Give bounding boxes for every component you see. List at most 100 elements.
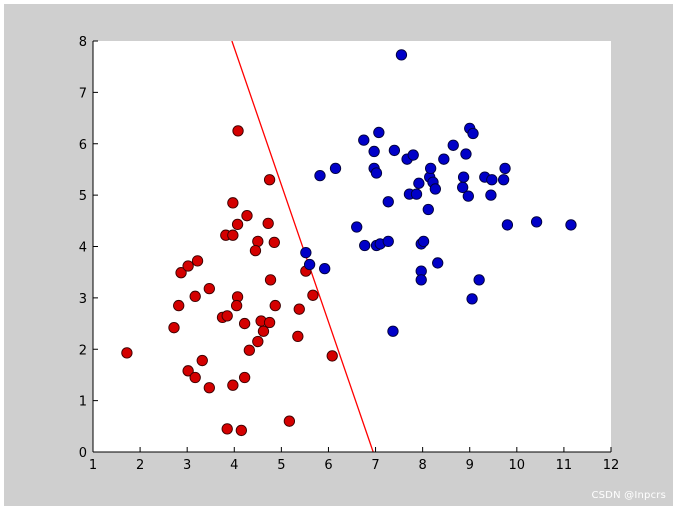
x-tick-label: 12 [603,458,620,473]
data-point [457,171,470,183]
data-point [473,274,485,286]
data-point [249,244,262,257]
x-tick-label: 6 [324,458,332,473]
data-point [460,148,472,160]
data-point [191,255,204,267]
data-point [238,317,251,330]
data-point [203,282,215,295]
y-tick-label: 5 [79,189,87,204]
data-point [565,219,577,231]
y-tick-label: 2 [79,343,87,358]
data-point [410,188,423,200]
data-point [395,49,408,61]
y-tick-label: 4 [79,241,87,256]
x-tick-label: 11 [556,458,573,473]
data-point [485,189,497,201]
y-tick-label: 3 [79,292,87,307]
data-point [413,177,425,189]
x-tick-label: 8 [418,458,426,473]
data-point [232,125,244,137]
data-point [358,134,370,146]
data-point [269,299,281,312]
data-point [238,371,251,384]
y-tick-label: 0 [79,446,87,461]
data-point [314,169,326,182]
data-point [196,354,208,367]
data-point [173,299,185,312]
y-tick-label: 7 [79,86,87,101]
x-tick-label: 10 [509,458,526,473]
x-tick-label: 2 [136,458,144,473]
data-point [241,210,253,222]
data-point [182,365,194,377]
x-tick-label: 1 [89,458,97,473]
data-point [382,235,394,248]
data-point [424,162,437,175]
data-point [243,344,255,356]
data-point [466,293,478,305]
data-point [292,330,304,343]
data-point [168,322,180,334]
data-point [388,144,401,157]
data-point [175,267,187,279]
data-point [257,325,270,337]
x-tick-label: 7 [371,458,379,473]
data-point [497,174,510,186]
data-point [189,290,201,302]
data-point [227,197,239,209]
data-point [264,274,277,286]
data-point [382,196,394,208]
data-point [221,310,233,322]
data-point [415,274,427,286]
data-point [368,145,380,158]
y-tick-label: 8 [79,35,87,50]
data-point [501,219,514,231]
data-point [373,126,385,139]
data-point [417,235,430,248]
data-point [283,415,296,427]
data-point [467,127,479,140]
data-point [293,303,305,315]
data-point [530,216,543,228]
y-tick-label: 6 [79,138,87,153]
data-point [432,257,444,269]
data-point [370,167,383,179]
data-point [230,299,243,312]
x-tick-label: 5 [277,458,285,473]
data-point [189,371,201,384]
data-point [387,325,399,337]
data-point [351,221,363,233]
data-point [227,379,239,391]
data-point [486,174,498,186]
data-point [407,149,419,161]
data-point [429,183,442,195]
data-point [262,217,274,230]
data-point [319,262,331,275]
data-point [268,236,280,249]
data-point [326,350,338,362]
data-point [221,423,233,435]
x-tick-label: 4 [230,458,238,473]
data-point [447,139,459,151]
data-point [182,260,194,272]
data-point [231,218,244,231]
data-point [227,229,239,241]
x-tick-label: 3 [183,458,191,473]
x-tick-label: 9 [466,458,474,473]
data-point [462,190,474,202]
data-point [252,235,264,248]
data-point [438,153,450,165]
y-tick-label: 1 [79,395,87,410]
decision-boundary-line [231,41,374,452]
data-point [263,174,276,186]
data-point [303,258,316,271]
watermark: CSDN @Inpcrs [591,490,666,501]
data-point [422,203,434,216]
data-point [329,162,342,175]
data-point [300,247,312,259]
data-point [499,162,511,175]
data-point [252,335,264,348]
data-point [235,424,247,437]
data-point [263,316,276,329]
